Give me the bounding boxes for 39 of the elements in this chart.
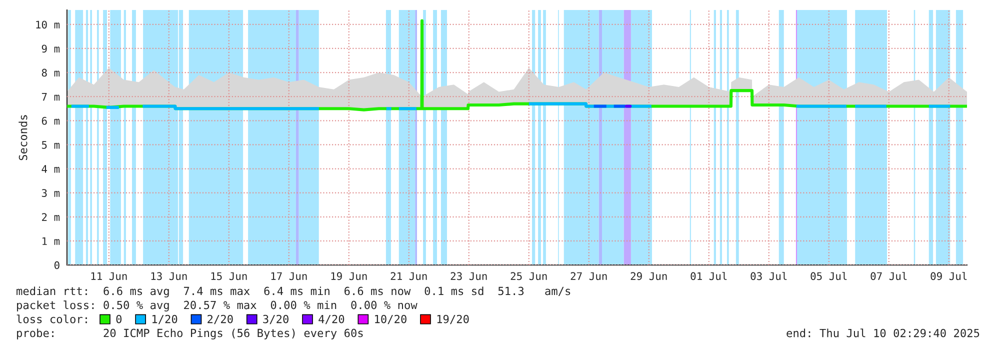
x-tick-label: 07 Jul [870, 272, 907, 280]
y-axis-title: Seconds [18, 115, 28, 160]
text: packet loss: 0.50 % avg 20.57 % max 0.00 % min 0.00 % now [17, 300, 418, 312]
x-tick-label: 19 Jun [331, 272, 367, 280]
y-tick-label: 4 m [42, 165, 60, 173]
legend-label: 19/20 [437, 314, 469, 324]
x-tick-label: 21 Jun [390, 272, 427, 280]
x-tick-label: 03 Jul [750, 272, 787, 280]
legend-label: 0 [116, 314, 122, 324]
x-tick-label: 27 Jun [570, 272, 607, 280]
y-tick-label: 5 m [42, 141, 60, 149]
y-tick-label: 6 m [42, 116, 60, 125]
y-tick-label: 10 m [36, 20, 60, 29]
x-tick-label: 29 Jun [630, 272, 667, 280]
y-tick-label: 9 m [42, 44, 60, 53]
y-tick-label: 0 [54, 261, 60, 270]
legend-label: 3/20 [263, 314, 288, 324]
x-tick-label: 17 Jun [271, 272, 307, 280]
legend-label: 10/20 [375, 314, 406, 324]
text: median rtt: 6.6 ms avg 7.4 ms max 6.4 ms min 6.6 ms now 0.1 ms sd 51.3 am/s [16, 286, 570, 298]
text: end: Thu Jul 10 02:29:40 2025 [786, 328, 980, 338]
x-tick-label: 09 Jul [930, 272, 967, 280]
y-tick-label: 3 m [42, 189, 60, 197]
x-tick-label: 11 Jun [91, 272, 127, 280]
legend-label: 2/20 [208, 314, 233, 324]
legend-label: 1/20 [152, 314, 178, 324]
legend-label: 4/20 [318, 314, 344, 324]
x-tick-label: 15 Jun [211, 272, 247, 280]
y-tick-label: 1 m [42, 237, 60, 245]
x-tick-label: 13 Jun [151, 272, 187, 280]
y-tick-label: 8 m [42, 68, 60, 77]
y-tick-label: 2 m [42, 213, 60, 221]
x-tick-label: 23 Jun [450, 272, 487, 280]
x-tick-label: 25 Jun [510, 272, 547, 280]
legend-title: loss color: [16, 314, 87, 324]
x-tick-label: 01 Jul [690, 272, 727, 280]
text: probe: 20 ICMP Echo Pings (56 Bytes) every 60s [17, 328, 363, 340]
y-tick-label: 7 m [42, 92, 60, 101]
x-tick-label: 05 Jul [810, 272, 847, 280]
